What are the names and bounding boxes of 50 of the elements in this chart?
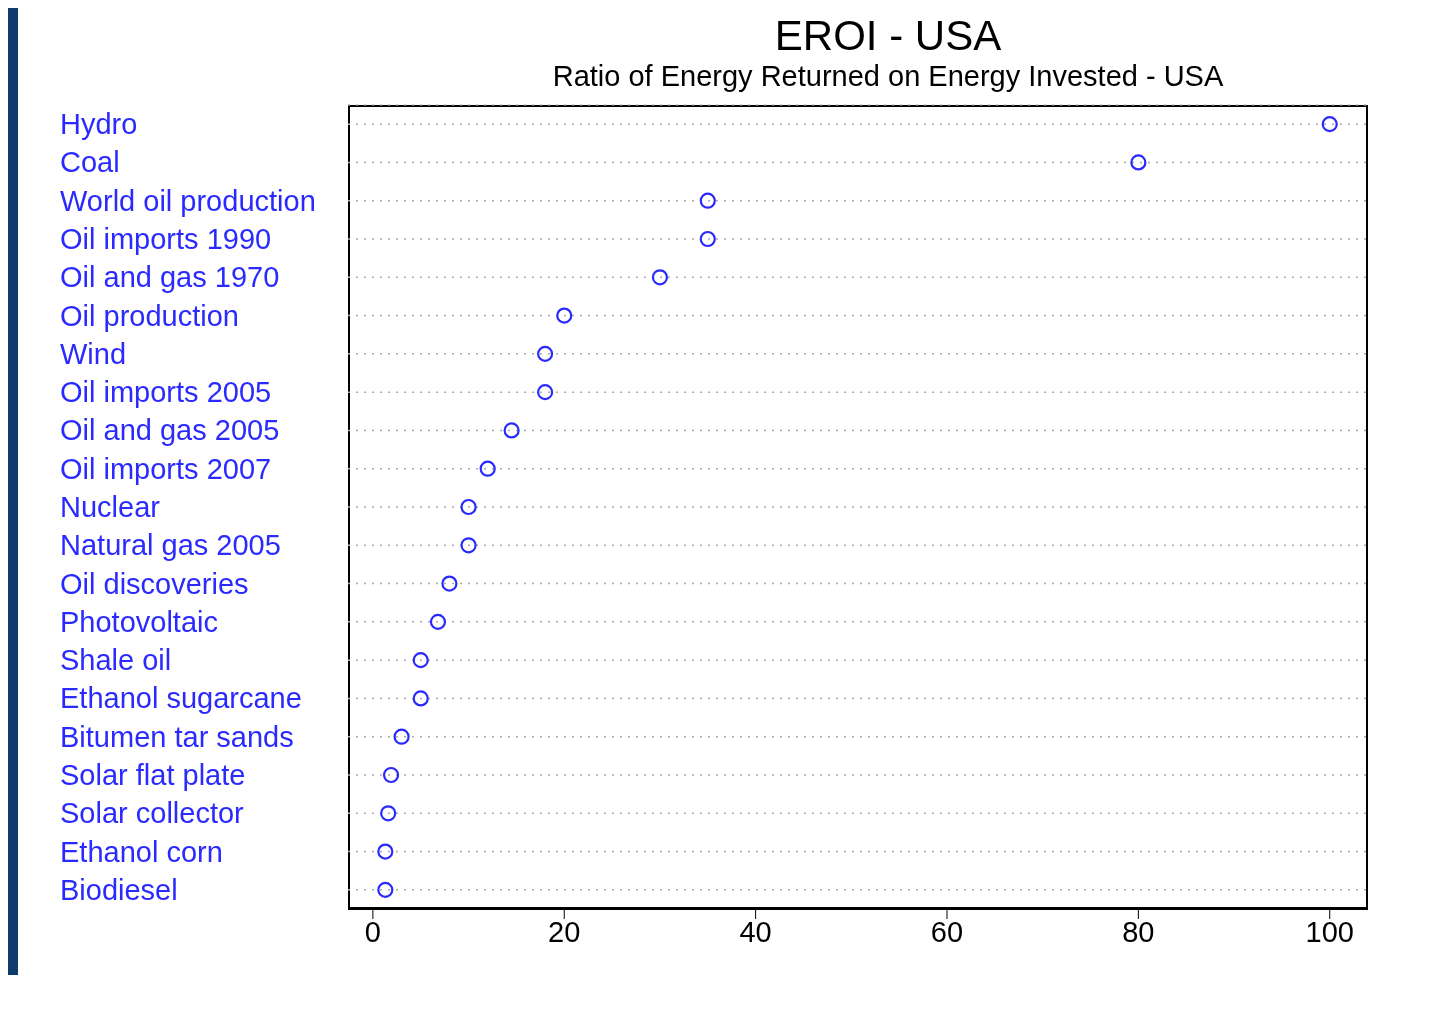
point <box>556 307 573 324</box>
x-tick-label: 0 <box>364 915 381 948</box>
y-tick-label: Photovoltaic <box>60 605 218 638</box>
point <box>651 269 669 286</box>
y-tick-label: Coal <box>60 146 120 179</box>
point <box>537 345 554 362</box>
point <box>382 766 400 784</box>
point <box>699 192 716 209</box>
point <box>479 460 496 477</box>
x-tick-label: 20 <box>548 915 581 948</box>
x-tick-label: 80 <box>1122 915 1155 948</box>
chart-title: EROI - USA <box>773 12 1003 60</box>
point <box>1130 154 1147 171</box>
x-tick-label: 40 <box>739 915 772 948</box>
y-tick-label: Bitumen tar sands <box>60 720 294 753</box>
point <box>429 613 447 630</box>
y-tick-label: Solar flat plate <box>60 759 246 791</box>
y-tick-label: Solar collector <box>60 797 245 830</box>
x-tick-label: 60 <box>930 915 964 948</box>
y-tick-label: Oil and gas 2005 <box>60 414 280 447</box>
point <box>377 843 394 860</box>
point <box>412 652 429 669</box>
y-tick-label: Oil imports 2005 <box>60 376 272 409</box>
point <box>1321 116 1338 133</box>
y-tick-label: Wind <box>60 337 127 370</box>
point <box>380 805 397 822</box>
point <box>441 575 458 592</box>
y-tick-label: Biodiesel <box>60 873 178 906</box>
x-tick-label: 100 <box>1305 915 1354 948</box>
y-tick-label: Oil discoveries <box>60 567 249 600</box>
y-tick-label: Oil and gas 1970 <box>60 261 280 294</box>
point <box>393 728 410 745</box>
y-tick-label: Hydro <box>60 108 138 141</box>
point <box>503 422 520 439</box>
y-tick-label: Oil imports 1990 <box>60 223 272 255</box>
y-tick-label: Natural gas 2005 <box>60 529 281 562</box>
y-tick-label: World oil production <box>60 184 316 217</box>
point <box>460 537 477 554</box>
point <box>412 690 429 707</box>
point <box>460 498 477 516</box>
y-tick-label: Shale oil <box>60 644 172 677</box>
y-tick-label: Ethanol sugarcane <box>60 682 302 715</box>
y-tick-label: Oil production <box>60 299 239 332</box>
point <box>699 230 716 248</box>
point <box>377 881 394 898</box>
y-tick-label: Nuclear <box>60 491 161 523</box>
chart-subtitle: Ratio of Energy Returned on Energy Invested - USA <box>551 60 1225 93</box>
y-tick-label: Ethanol corn <box>60 835 223 868</box>
y-tick-label: Oil imports 2007 <box>60 452 272 485</box>
point <box>537 384 554 401</box>
